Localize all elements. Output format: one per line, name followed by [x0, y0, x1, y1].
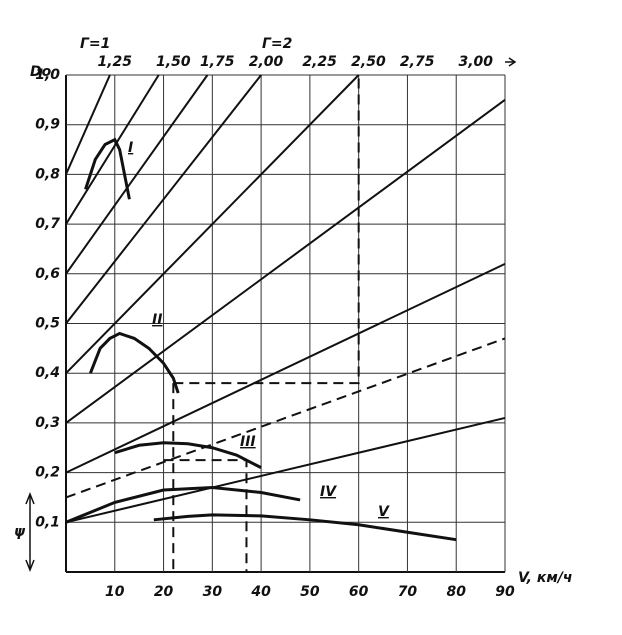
x-axis-label: V, км/ч	[518, 570, 573, 586]
y-tick-label: 0,7	[35, 216, 60, 232]
guide-line	[65, 337, 506, 499]
psi-arrow-heads	[25, 491, 35, 573]
ray-line	[65, 74, 360, 374]
x-tick-label: 10	[105, 584, 125, 600]
guide-line	[163, 459, 248, 572]
x-tick-label: 30	[203, 584, 223, 600]
annotation: Г=1	[80, 36, 110, 52]
y-axis-label: ψ	[14, 524, 26, 540]
y-tick-label: 0,9	[35, 117, 60, 133]
top-tick-label: 2,75	[400, 54, 435, 70]
guide-line	[173, 75, 360, 385]
top-tick-label: 2,25	[302, 54, 337, 70]
top-tick-label: 3,00	[458, 54, 493, 70]
y-tick-label: 0,2	[35, 465, 60, 481]
curve	[114, 441, 262, 469]
curve	[65, 486, 301, 524]
top-tick-label: 1,50	[156, 54, 191, 70]
x-tick-label: 20	[154, 584, 174, 600]
ray-line	[65, 74, 209, 275]
annotation: Г=2	[262, 36, 292, 52]
top-axis-label: Do	[30, 64, 52, 80]
x-tick-label: 40	[250, 584, 271, 600]
top-tick-label: 1,75	[200, 54, 235, 70]
x-tick-label: 90	[495, 584, 515, 600]
curve	[84, 137, 131, 200]
ray-line	[65, 262, 506, 474]
ray-line	[65, 74, 262, 325]
top-tick-label: 2,50	[351, 54, 386, 70]
curve-label: I	[128, 140, 133, 156]
y-tick-label: 0,3	[35, 415, 60, 431]
curve-label: III	[240, 434, 256, 450]
y-tick-label: 0,6	[35, 266, 60, 282]
y-tick-label: 0,8	[35, 166, 60, 182]
x-tick-label: 80	[446, 584, 466, 600]
top-axis-arrow	[505, 57, 517, 67]
y-tick-label: 0,1	[35, 514, 60, 530]
x-tick-label: 50	[300, 584, 320, 600]
ray-line	[65, 99, 506, 424]
top-tick-label: 2,00	[249, 54, 284, 70]
curve	[153, 513, 457, 542]
top-tick-label: 1,25	[98, 54, 133, 70]
ray-line	[65, 74, 111, 175]
curve-label: IV	[320, 484, 337, 500]
curve-label: V	[378, 504, 390, 520]
y-tick-label: 0,4	[35, 365, 60, 381]
y-tick-label: 1,0	[35, 67, 60, 83]
x-tick-label: 70	[398, 584, 418, 600]
ray-line	[65, 416, 506, 524]
curve	[88, 331, 180, 394]
x-tick-label: 60	[349, 584, 369, 600]
ray-line	[65, 74, 160, 225]
y-tick-label: 0,5	[35, 316, 60, 332]
curve-label: II	[152, 312, 162, 328]
